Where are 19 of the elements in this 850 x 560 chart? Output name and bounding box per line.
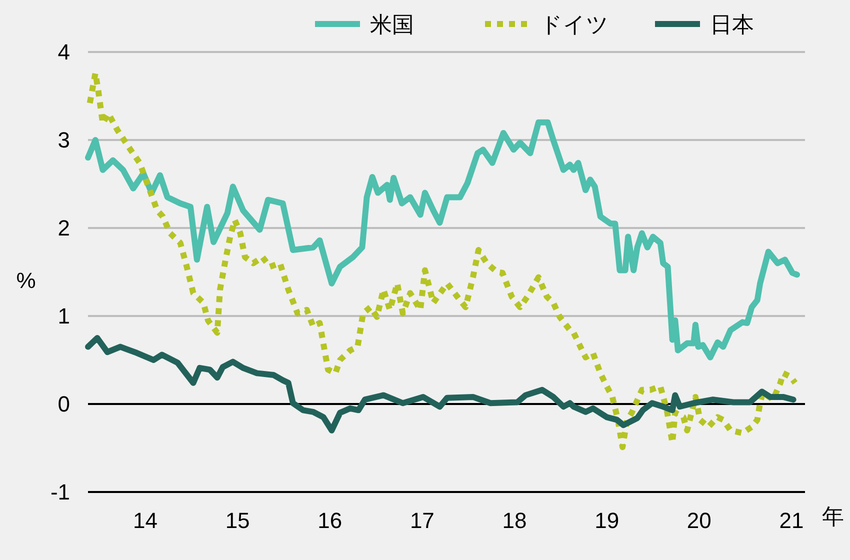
x-tick-label: 19 xyxy=(594,508,620,533)
y-tick-label: 1 xyxy=(58,304,70,329)
legend-label: 日本 xyxy=(710,12,754,37)
y-tick-label: 2 xyxy=(58,216,70,241)
x-tick-label: 17 xyxy=(410,508,434,533)
y-axis-title: % xyxy=(16,268,36,293)
x-tick-label: 18 xyxy=(502,508,527,533)
x-axis-title: 年 xyxy=(822,504,844,529)
x-tick-label: 15 xyxy=(225,508,250,533)
y-tick-label: -1 xyxy=(50,480,70,505)
y-tick-label: 4 xyxy=(58,40,70,65)
legend-label: ドイツ xyxy=(540,12,609,37)
y-tick-label: 3 xyxy=(58,128,70,153)
x-tick-label: 20 xyxy=(686,508,712,533)
x-tick-label: 16 xyxy=(318,508,342,533)
x-tick-label: 21 xyxy=(779,508,804,533)
legend-label: 米国 xyxy=(370,12,414,37)
x-tick-label: 14 xyxy=(132,508,158,533)
y-tick-label: 0 xyxy=(58,392,70,417)
